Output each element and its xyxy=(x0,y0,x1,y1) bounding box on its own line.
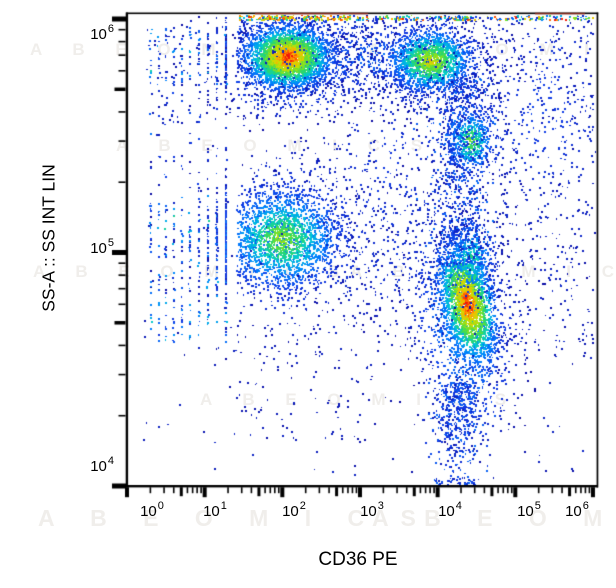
x-tick-label: 105 xyxy=(517,500,541,520)
x-tick-label: 104 xyxy=(438,500,462,520)
x-tick-label: 102 xyxy=(282,500,306,520)
x-tick-label: 101 xyxy=(203,500,227,520)
x-tick-label: 103 xyxy=(360,500,384,520)
y-tick-label: 105 xyxy=(90,237,114,257)
y-axis-title: SS-A :: SS INT LIN xyxy=(38,164,59,312)
x-axis-title: CD36 PE xyxy=(318,549,398,570)
x-tick-label: 106 xyxy=(565,500,589,520)
x-tick-label: 100 xyxy=(140,500,164,520)
y-tick-label: 104 xyxy=(90,455,114,475)
y-tick-label: 106 xyxy=(90,23,114,43)
